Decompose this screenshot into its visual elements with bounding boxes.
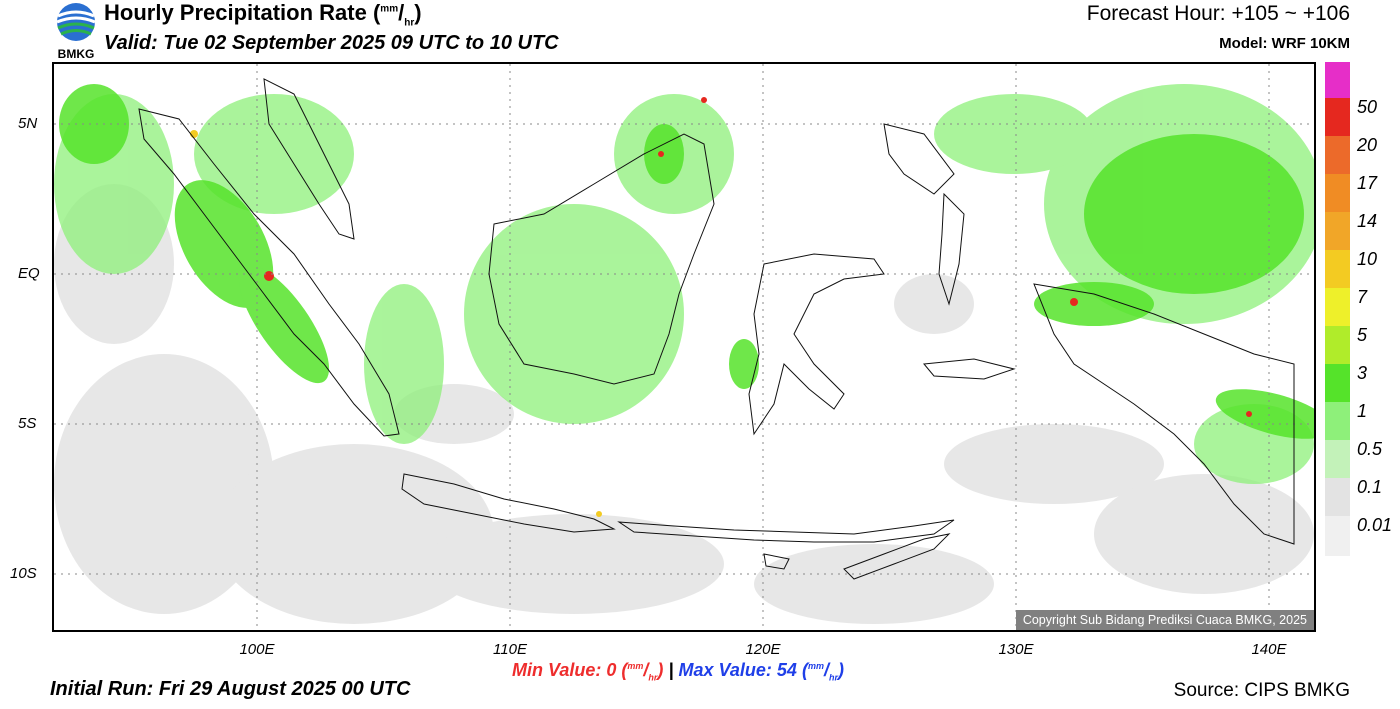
unit-numerator: mm — [380, 3, 399, 15]
valid-time: Valid: Tue 02 September 2025 09 UTC to 1… — [104, 32, 559, 54]
coastlines — [138, 78, 1295, 580]
source-credit: Source: CIPS BMKG — [1173, 680, 1350, 701]
lat-label-10s: 10S — [10, 565, 37, 582]
colorbar-label: 0.01 — [1357, 515, 1393, 535]
precipitation-map — [52, 62, 1316, 632]
seram-outline — [923, 358, 1016, 380]
min-value-label: Min Value: — [512, 660, 602, 680]
initial-run: Initial Run: Fri 29 August 2025 00 UTC — [50, 678, 411, 700]
sumatra-outline — [138, 108, 400, 437]
lon-label-130e: 130E — [998, 641, 1034, 658]
min-max-values: Min Value: 0 (mm/hr) | Max Value: 54 (mm… — [512, 660, 844, 683]
title-text: Hourly Precipitation Rate — [104, 0, 367, 25]
colorbar-swatch — [1325, 288, 1350, 326]
colorbar-swatch — [1325, 250, 1350, 288]
forecast-hour: Forecast Hour: +105 ~ +106 — [1086, 2, 1350, 25]
min-value: 0 — [606, 660, 617, 680]
colorbar-swatch — [1325, 478, 1350, 516]
colorbar-swatch — [1325, 136, 1350, 174]
malay-peninsula-outline — [263, 78, 355, 240]
colorbar-swatch — [1325, 212, 1350, 250]
colorbar-label: 17 — [1357, 173, 1378, 193]
colorbar-swatch — [1325, 516, 1350, 556]
lon-label-140e: 140E — [1251, 641, 1287, 658]
copyright-notice: Copyright Sub Bidang Prediksi Cuaca BMKG… — [1015, 610, 1314, 630]
lesser-sunda-outline — [617, 519, 955, 543]
map-title: Hourly Precipitation Rate (mm/hr) — [104, 0, 422, 29]
max-value-label: Max Value: — [678, 660, 772, 680]
lat-label-eq: EQ — [18, 265, 40, 282]
model-name: Model: WRF 10KM — [1219, 35, 1350, 52]
lon-label-100e: 100E — [239, 641, 275, 658]
colorbar-label: 0.1 — [1357, 477, 1383, 497]
max-value: 54 — [776, 660, 797, 680]
colorbar-swatch — [1325, 98, 1350, 136]
colorbar-label: 1 — [1357, 401, 1368, 421]
colorbar-label: 20 — [1357, 135, 1378, 155]
colorbar-swatch — [1325, 62, 1350, 98]
logo-text: BMKG — [58, 47, 95, 60]
bmkg-logo: BMKG — [52, 2, 100, 61]
lat-label-5s: 5S — [18, 415, 37, 432]
sulawesi-outline — [748, 253, 885, 436]
lon-label-110e: 110E — [493, 641, 527, 658]
colorbar-label: 0.5 — [1357, 439, 1383, 459]
value-separator: | — [668, 660, 674, 680]
halmahera-outline — [938, 192, 965, 306]
colorbar-swatch — [1325, 174, 1350, 212]
colorbar-swatch — [1325, 326, 1350, 364]
colorbar-label: 7 — [1357, 287, 1368, 307]
colorbar-label: 10 — [1357, 249, 1378, 269]
lat-label-5n: 5N — [18, 115, 38, 132]
colorbar-swatch — [1325, 364, 1350, 402]
borneo-outline — [488, 133, 715, 385]
colorbar-label: 3 — [1357, 363, 1368, 383]
java-outline — [401, 473, 616, 533]
colorbar-label: 14 — [1357, 211, 1378, 231]
mindanao-outline — [883, 123, 955, 195]
sumba-outline — [763, 553, 790, 570]
grid-lines — [54, 64, 1314, 630]
colorbar-label: 5 — [1357, 325, 1368, 345]
lon-label-120e: 120E — [745, 641, 781, 658]
colorbar-swatch — [1325, 440, 1350, 478]
colorbar — [1325, 62, 1350, 594]
timor-outline — [843, 533, 951, 580]
colorbar-label: 50 — [1357, 97, 1378, 117]
new-guinea-outline — [1033, 283, 1295, 545]
unit-denominator: hr — [404, 17, 415, 29]
colorbar-swatch — [1325, 402, 1350, 440]
